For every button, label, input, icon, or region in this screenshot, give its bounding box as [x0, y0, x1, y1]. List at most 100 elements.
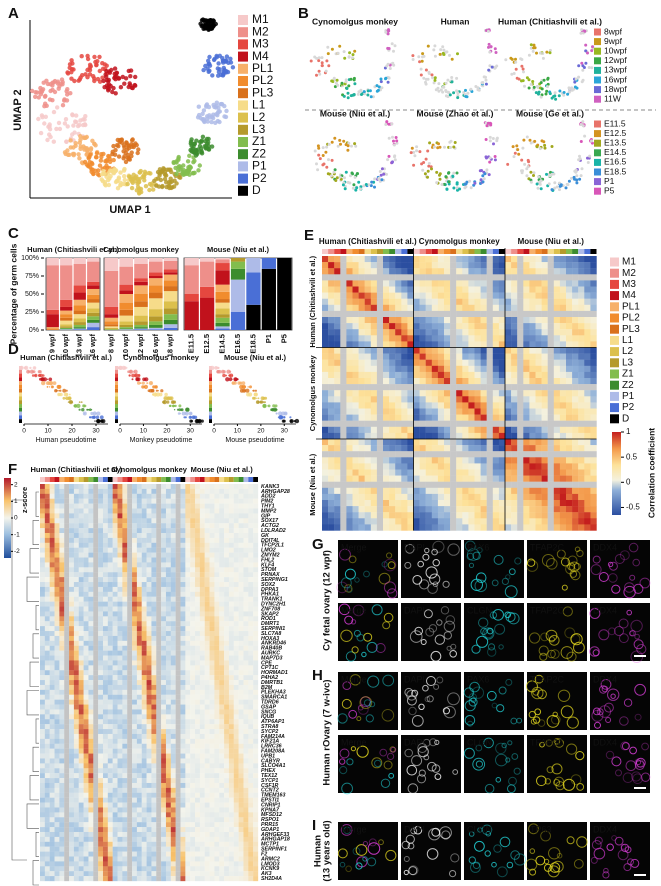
umap-point [584, 49, 588, 53]
heatmap-cell [102, 508, 108, 514]
legend-label: 11W [604, 93, 621, 103]
heatmap-cell [243, 533, 249, 539]
umap-point [162, 176, 168, 182]
pseudotime-dot [229, 373, 234, 378]
bar-segment [134, 294, 148, 302]
heatmap-cell [83, 547, 89, 553]
heatmap-cell [572, 384, 579, 391]
umap-point [584, 61, 588, 65]
heatmap-cell [468, 323, 475, 330]
bar-segment [215, 259, 230, 264]
heatmap-cell [444, 402, 451, 409]
heatmap-cell [547, 414, 554, 421]
gene-label: THY1 [261, 503, 275, 509]
heatmap-cell [407, 481, 414, 488]
x-tick-label: 30 [92, 428, 100, 435]
legend-swatch [610, 257, 619, 267]
heatmap-cell [383, 310, 390, 318]
pseudotime-dot [55, 389, 58, 392]
heatmap-cell [248, 488, 254, 494]
heatmap-cell [431, 329, 439, 336]
heatmap-cell [328, 451, 335, 458]
heatmap-cell [492, 317, 500, 324]
heatmap-cell [161, 508, 167, 514]
heatmap-cell [352, 378, 359, 385]
heatmap-cell [437, 335, 445, 342]
heatmap-cell [69, 552, 75, 558]
heatmap-cell [190, 542, 196, 548]
umap-point [85, 75, 90, 80]
heatmap-cell [214, 508, 220, 514]
umap-point [539, 179, 543, 183]
heatmap-cell [370, 262, 378, 269]
heatmap-cell [204, 547, 210, 553]
heatmap-cell [413, 256, 420, 263]
heatmap-cell [383, 323, 390, 330]
umap-point [464, 88, 467, 92]
heatmap-cell [243, 542, 249, 548]
heatmap-cell [559, 341, 567, 348]
heatmap-cell [370, 304, 378, 312]
heatmap-cell [340, 274, 347, 281]
heatmap-cell [88, 528, 94, 534]
heatmap-cell [151, 542, 157, 548]
heatmap-cell [559, 274, 567, 281]
heatmap-cell [185, 484, 191, 490]
heatmap-cell [511, 506, 518, 513]
x-tick-label: 12 wpf [136, 334, 145, 358]
heatmap-cell [340, 329, 347, 336]
heatmap-cell [547, 262, 554, 269]
type-strip [199, 477, 205, 482]
heatmap-cell [328, 475, 335, 482]
heatmap-cell [328, 353, 335, 360]
heatmap-cell [584, 304, 591, 312]
heatmap-cell [590, 518, 597, 525]
bar-segment [60, 306, 73, 311]
heatmap-cell [328, 329, 335, 336]
bar-segment [163, 260, 178, 270]
group-title: Mouse (Niu et al.) [191, 465, 254, 474]
pseudotime-dot [245, 388, 250, 393]
type-strip [49, 477, 55, 482]
heatmap-cell [474, 347, 481, 354]
heatmap-cell [553, 317, 561, 324]
heatmap-cell [170, 493, 176, 499]
umap-point [329, 174, 333, 178]
pseudotime-dot [226, 369, 231, 374]
heatmap-cell [419, 469, 426, 476]
umap-point [579, 140, 583, 143]
heatmap-cell [462, 445, 469, 452]
heatmap-cell [407, 274, 414, 281]
heatmap-cell [419, 359, 426, 366]
heatmap-cell [204, 493, 210, 499]
heatmap-cell [505, 262, 512, 269]
heatmap-cell [364, 396, 371, 403]
umap-point [136, 180, 141, 185]
heatmap-cell [523, 469, 530, 476]
heatmap-cell [107, 552, 113, 558]
type-strip [161, 477, 166, 482]
heatmap-cell [541, 280, 548, 287]
heatmap-cell [498, 463, 506, 470]
heatmap-cell [572, 445, 579, 452]
heatmap-cell [444, 353, 451, 360]
heatmap-cell [431, 262, 439, 269]
heatmap-cell [462, 469, 469, 476]
heatmap-cell [505, 378, 512, 385]
heatmap-cell [547, 426, 554, 434]
heatmap-cell [54, 542, 60, 548]
heatmap-cell [444, 317, 451, 324]
heatmap-cell [190, 498, 196, 504]
umap-point [411, 54, 415, 58]
heatmap-cell [395, 518, 402, 525]
umap-point [387, 136, 391, 140]
heatmap-cell [419, 353, 426, 360]
heatmap-cell [535, 353, 542, 360]
heatmap-cell [517, 426, 524, 434]
heatmap-cell [127, 518, 133, 524]
heatmap-cell [395, 396, 402, 403]
heatmap-cell [517, 365, 524, 373]
umap-point [199, 23, 204, 29]
umap-point [545, 172, 548, 176]
heatmap-cell [238, 484, 244, 490]
